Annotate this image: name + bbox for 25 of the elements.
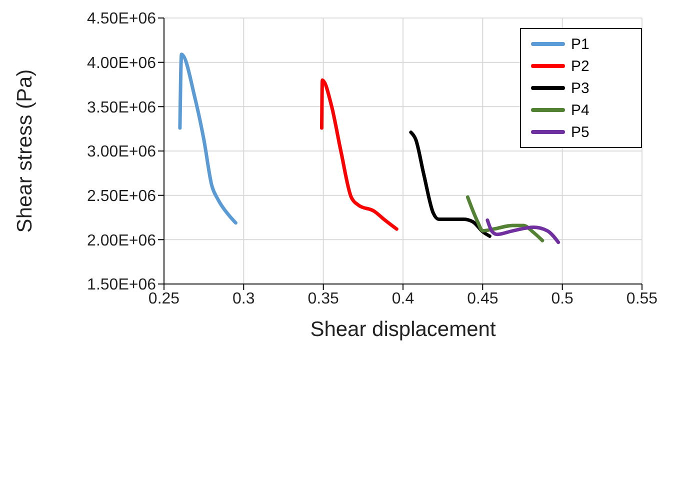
y-tick-label: 4.50E+06 bbox=[87, 10, 156, 28]
x-axis-title: Shear displacement bbox=[310, 318, 496, 341]
x-tick-label: 0.55 bbox=[626, 290, 658, 308]
line-series bbox=[409, 130, 492, 238]
line-series bbox=[486, 218, 560, 244]
x-tick-label: 0.45 bbox=[467, 290, 498, 308]
legend-label: P1 bbox=[571, 36, 590, 52]
legend-label: P4 bbox=[571, 102, 590, 118]
line-series bbox=[178, 52, 238, 225]
x-tick-label: 0.35 bbox=[308, 290, 340, 308]
y-tick-label: 4.00E+06 bbox=[87, 55, 156, 72]
y-tick-label: 2.00E+06 bbox=[87, 232, 156, 250]
line-series bbox=[466, 195, 544, 242]
legend-label: P5 bbox=[571, 124, 590, 140]
line-series bbox=[320, 78, 398, 231]
x-tick-label: 0.4 bbox=[392, 290, 414, 308]
y-tick-label: 2.50E+06 bbox=[87, 188, 156, 206]
legend-label: P3 bbox=[571, 80, 590, 96]
x-tick-label: 0.3 bbox=[232, 290, 255, 308]
x-tick-label: 0.5 bbox=[551, 290, 574, 308]
y-tick-label: 3.00E+06 bbox=[87, 144, 156, 161]
x-tick-label: 0.25 bbox=[148, 290, 180, 308]
legend-label: P2 bbox=[571, 58, 590, 74]
y-tick-label: 3.50E+06 bbox=[87, 99, 156, 116]
y-axis-title: Shear stress (Pa) bbox=[13, 69, 36, 233]
